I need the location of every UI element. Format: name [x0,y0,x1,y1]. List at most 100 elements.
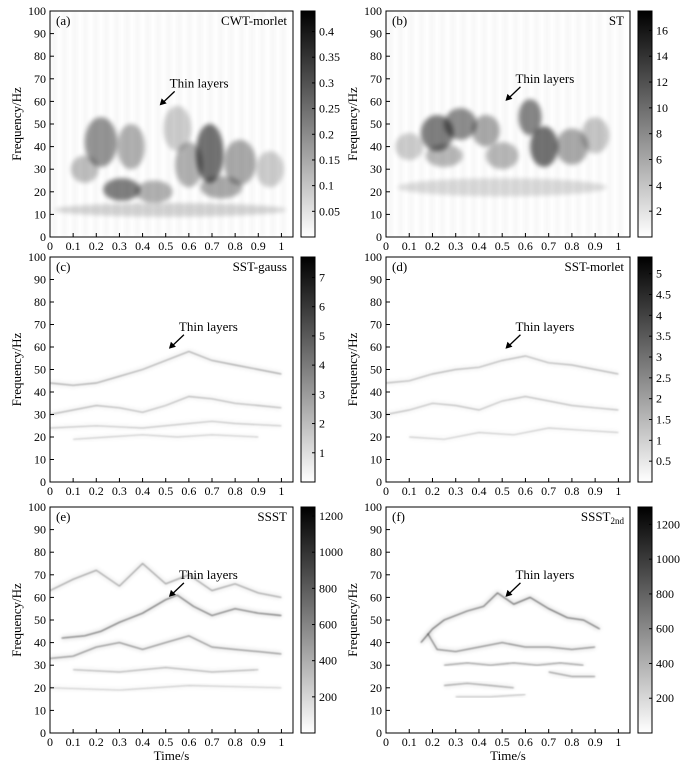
x-tick-label: 0.8 [564,735,579,749]
y-tick-label: 30 [370,408,382,422]
colorbar: 2 4 6 8 10 12 14 16 [637,10,668,238]
spectral-streak [135,11,140,237]
x-tick-label: 0.9 [588,735,603,749]
y-tick-label: 30 [370,658,382,672]
ridge-line [548,671,596,677]
energy-blob [395,133,424,161]
y-tick-label: 10 [370,453,382,467]
ridge-line [455,694,526,698]
spectral-streak [218,11,223,237]
y-tick-label: 30 [34,408,46,422]
x-tick-label: 0 [383,239,389,253]
x-tick-label: 0.2 [425,239,440,253]
ridge-line [409,427,619,440]
x-tick-label: 0.7 [205,735,220,749]
y-tick-label: 40 [370,385,382,399]
thin-layers-annotation: Thin layers [505,319,574,349]
y-tick-label: 10 [370,703,382,717]
y-axis-label: Frequency/Hz [9,87,24,161]
energy-blob [103,178,141,201]
x-tick-label: 0.4 [135,735,150,749]
colorbar-tick-label: 5 [319,329,325,343]
annotation-arrow-shaft [509,334,521,346]
colorbar-tick-label: 16 [656,23,668,37]
y-tick-label: 40 [34,636,46,650]
energy-blob [135,180,173,204]
colorbar-tick-label: 400 [319,654,337,668]
x-tick-label: 0.7 [205,239,220,253]
y-tick-label: 0 [376,726,382,740]
x-tick-label: 0.8 [228,484,243,498]
x-tick-label: 1 [615,239,621,253]
y-tick-label: 70 [34,568,46,582]
x-tick-label: 0.8 [564,239,579,253]
y-tick-label: 20 [370,430,382,444]
colorbar: 0.05 0.1 0.15 0.2 0.25 0.3 0.35 0.4 [300,10,340,238]
panel-c: 0 10 20 30 40 50 60 70 80 90 100 0 0.1 0.2 0.3 0.4 0.5 0.… [9,250,325,498]
colorbar-tick-label: 1000 [656,552,680,566]
y-axis-label: Frequency/Hz [345,332,360,406]
spectral-streak [197,11,202,237]
annotation-arrowhead [505,93,513,101]
y-tick-label: 10 [34,207,46,221]
y-tick-label: 90 [34,273,46,287]
x-axis: 0 0.1 0.2 0.3 0.4 0.5 0.6 0.7 0.8 0.9 1 [383,478,621,498]
x-tick-label: 0.4 [471,239,486,253]
y-tick-label: 90 [34,523,46,537]
y-tick-label: 70 [370,568,382,582]
y-axis: 0 10 20 30 40 50 60 70 80 90 100 [364,500,390,740]
energy-blob [163,105,192,152]
y-tick-label: 80 [34,49,46,63]
x-tick-label: 0.3 [112,735,127,749]
y-tick-label: 100 [364,500,382,514]
y-tick-label: 100 [364,4,382,18]
ridge-line [386,355,619,384]
heatmap-content [54,11,287,237]
y-tick-label: 80 [34,545,46,559]
spectral-streak [145,11,150,237]
x-tick-label: 0.9 [251,239,266,253]
annotation-arrow-shaft [172,582,185,594]
energy-blob [425,144,463,167]
x-tick-label: 0.3 [448,484,463,498]
energy-blob [174,142,203,188]
colorbar-tick-label: 600 [656,622,674,636]
x-tick-label: 0.6 [518,484,533,498]
colorbar-tick-label: 800 [319,581,337,595]
y-axis: 0 10 20 30 40 50 60 70 80 90 100 [364,250,390,489]
ridge-line [50,562,282,598]
ridge-line [73,434,259,440]
x-tick-label: 0.3 [112,239,127,253]
method-title-main: SSST [581,509,611,524]
x-tick-label: 0.5 [158,239,173,253]
colorbar-tick-label: 200 [656,691,674,705]
spectral-streak [565,11,570,237]
y-axis-label: Frequency/Hz [345,583,360,657]
y-tick-label: 90 [370,523,382,537]
thin-layers-annotation: Thin layers [505,567,574,597]
colorbar-tick-label: 4 [319,358,325,372]
x-tick-label: 0.9 [251,484,266,498]
method-title-main: SST-gauss [233,259,287,274]
ridge-line [50,685,282,691]
spectral-streak [270,11,275,237]
x-tick-label: 0.4 [135,484,150,498]
ridge-line [444,662,584,666]
x-tick-label: 0.2 [89,735,104,749]
energy-blob [530,126,558,167]
y-tick-label: 70 [370,318,382,332]
x-tick-label: 0.1 [402,484,417,498]
colorbar-tick-label: 0.35 [319,50,340,64]
x-tick-label: 0.3 [112,484,127,498]
x-tick-label: 0.7 [541,735,556,749]
x-tick-label: 0.1 [66,239,81,253]
spectral-streak [114,11,119,237]
y-tick-label: 80 [370,545,382,559]
energy-blob [518,99,542,136]
y-tick-label: 50 [34,613,46,627]
y-tick-label: 50 [34,117,46,131]
y-tick-label: 60 [34,94,46,108]
y-tick-label: 20 [370,681,382,695]
